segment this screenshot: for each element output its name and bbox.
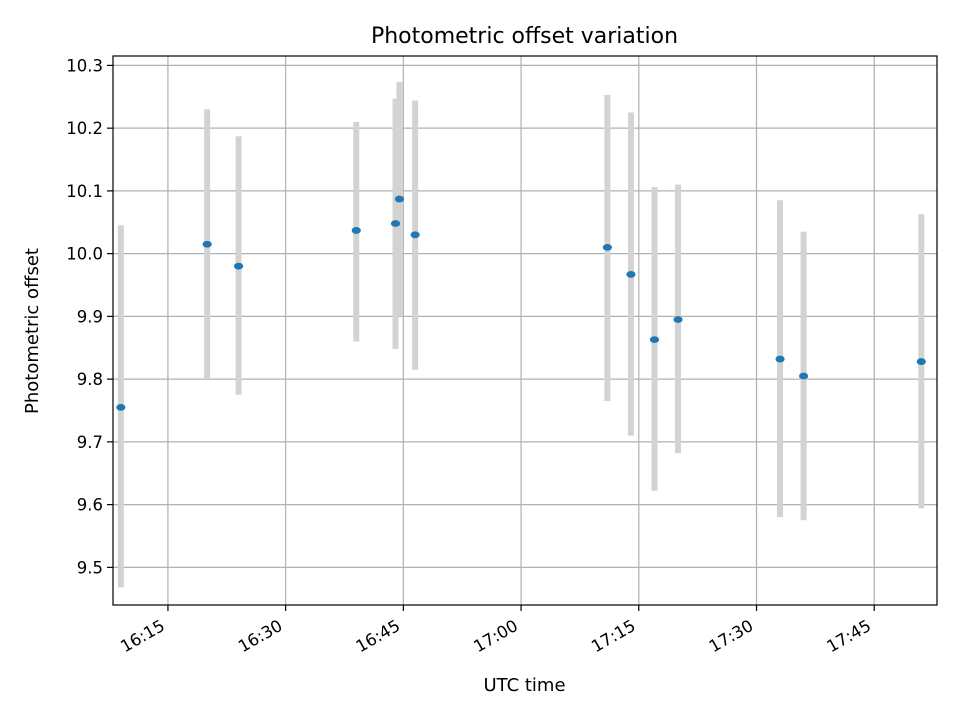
y-tick-label: 9.7 [77, 433, 103, 452]
y-tick-label: 9.5 [77, 558, 103, 577]
data-point [116, 403, 126, 411]
y-tick-label: 10.0 [66, 245, 103, 264]
data-point [394, 195, 405, 203]
data-points [116, 195, 926, 411]
y-tick-label: 9.9 [77, 307, 103, 326]
y-tick-label: 10.1 [66, 182, 103, 201]
data-point [775, 355, 785, 363]
chart-title: Photometric offset variation [371, 24, 678, 49]
data-point [390, 220, 401, 227]
y-tick-label: 9.6 [77, 496, 103, 515]
y-tick-label: 10.3 [66, 56, 103, 75]
data-point [202, 240, 212, 248]
x-tick-label: 17:30 [706, 616, 757, 656]
data-point [233, 262, 244, 270]
y-tick-label: 10.2 [66, 119, 103, 138]
x-tick-label: 16:15 [117, 616, 168, 656]
x-tick-label: 17:00 [470, 616, 521, 656]
x-tick-label: 16:45 [353, 616, 404, 656]
y-tick-label: 9.8 [77, 370, 103, 389]
y-axis-ticks: 9.5 9.6 9.7 9.8 9.9 10.0 10.1 10.2 10.3 [66, 56, 113, 577]
x-tick-label: 17:15 [588, 616, 639, 656]
data-point [916, 358, 926, 365]
x-tick-label: 17:45 [824, 616, 875, 656]
data-point [649, 336, 660, 343]
x-tick-label: 16:30 [235, 616, 286, 656]
grid [113, 56, 937, 605]
x-axis-ticks: 16:15 16:30 16:45 17:00 17:15 17:30 17:45 [117, 605, 875, 656]
data-point [626, 270, 636, 278]
data-point [410, 231, 420, 239]
data-point [351, 227, 361, 234]
data-point [602, 243, 613, 251]
data-point [673, 316, 683, 323]
plot-frame [112, 55, 938, 606]
y-axis-label: Photometric offset [22, 248, 43, 414]
x-axis-label: UTC time [483, 675, 565, 696]
data-point [798, 372, 809, 380]
